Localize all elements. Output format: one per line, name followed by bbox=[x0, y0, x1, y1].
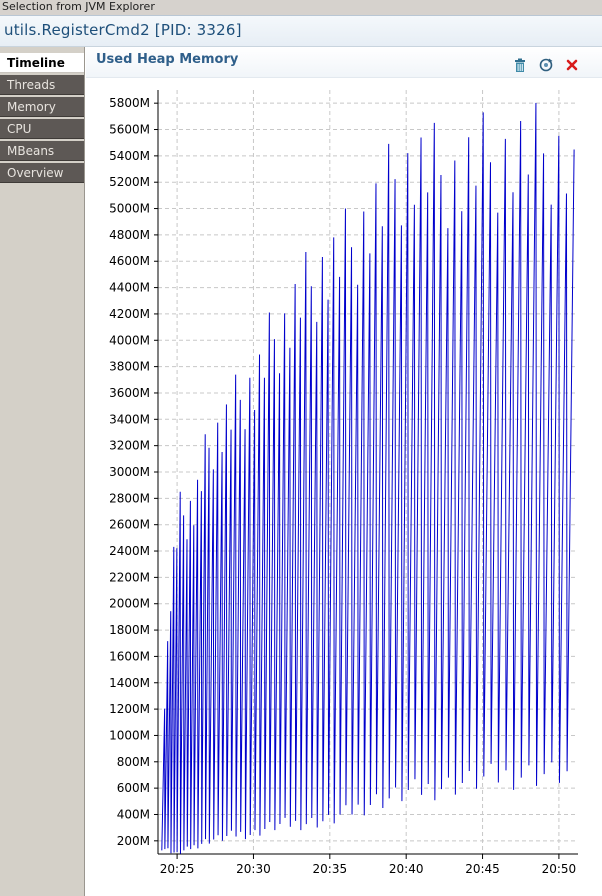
y-tick-label: 3800M bbox=[109, 360, 150, 374]
app-header: utils.RegisterCmd2 [PID: 3326] bbox=[0, 15, 602, 47]
y-tick-label: 1800M bbox=[109, 623, 150, 637]
app-title: utils.RegisterCmd2 [PID: 3326] bbox=[4, 21, 242, 39]
y-tick-label: 4800M bbox=[109, 228, 150, 242]
window-title: Selection from JVM Explorer bbox=[0, 0, 602, 15]
tab-mbeans[interactable]: MBeans bbox=[0, 141, 84, 161]
y-tick-label: 5800M bbox=[109, 96, 150, 110]
tab-threads[interactable]: Threads bbox=[0, 75, 84, 95]
refresh-icon[interactable] bbox=[538, 57, 554, 73]
y-tick-label: 200M bbox=[117, 834, 150, 848]
y-tick-label: 400M bbox=[117, 807, 150, 821]
y-tick-label: 1200M bbox=[109, 702, 150, 716]
y-tick-label: 2800M bbox=[109, 491, 150, 505]
trash-icon[interactable] bbox=[512, 57, 528, 73]
y-tick-label: 3400M bbox=[109, 412, 150, 426]
y-tick-label: 1000M bbox=[109, 728, 150, 742]
y-tick-label: 5400M bbox=[109, 149, 150, 163]
y-tick-label: 3200M bbox=[109, 439, 150, 453]
y-tick-label: 3000M bbox=[109, 465, 150, 479]
tab-timeline[interactable]: Timeline bbox=[0, 53, 84, 73]
panel-title: Used Heap Memory bbox=[96, 52, 239, 67]
x-tick-label: 20:40 bbox=[389, 862, 424, 876]
tab-overview[interactable]: Overview bbox=[0, 163, 84, 183]
y-tick-label: 4600M bbox=[109, 254, 150, 268]
y-tick-label: 5600M bbox=[109, 123, 150, 137]
y-tick-label: 2200M bbox=[109, 570, 150, 584]
y-tick-label: 800M bbox=[117, 755, 150, 769]
tab-memory[interactable]: Memory bbox=[0, 97, 84, 117]
y-tick-label: 2600M bbox=[109, 518, 150, 532]
tab-cpu[interactable]: CPU bbox=[0, 119, 84, 139]
y-tick-label: 1400M bbox=[109, 676, 150, 690]
y-tick-label: 2400M bbox=[109, 544, 150, 558]
y-tick-label: 4000M bbox=[109, 333, 150, 347]
y-tick-label: 4200M bbox=[109, 307, 150, 321]
y-tick-label: 2000M bbox=[109, 597, 150, 611]
y-tick-label: 600M bbox=[117, 781, 150, 795]
y-tick-label: 1600M bbox=[109, 649, 150, 663]
x-tick-label: 20:50 bbox=[542, 862, 577, 876]
x-tick-label: 20:25 bbox=[160, 862, 195, 876]
y-tick-label: 4400M bbox=[109, 281, 150, 295]
y-tick-label: 3600M bbox=[109, 386, 150, 400]
panel-header: Used Heap Memory bbox=[86, 47, 602, 78]
sidebar: Timeline Threads Memory CPU MBeans Overv… bbox=[0, 47, 85, 896]
y-tick-label: 5200M bbox=[109, 175, 150, 189]
y-tick-label: 5000M bbox=[109, 202, 150, 216]
x-tick-label: 20:35 bbox=[313, 862, 348, 876]
x-tick-label: 20:30 bbox=[236, 862, 271, 876]
close-icon[interactable] bbox=[564, 57, 580, 73]
x-tick-label: 20:45 bbox=[465, 862, 500, 876]
heap-usage-line bbox=[161, 102, 575, 854]
